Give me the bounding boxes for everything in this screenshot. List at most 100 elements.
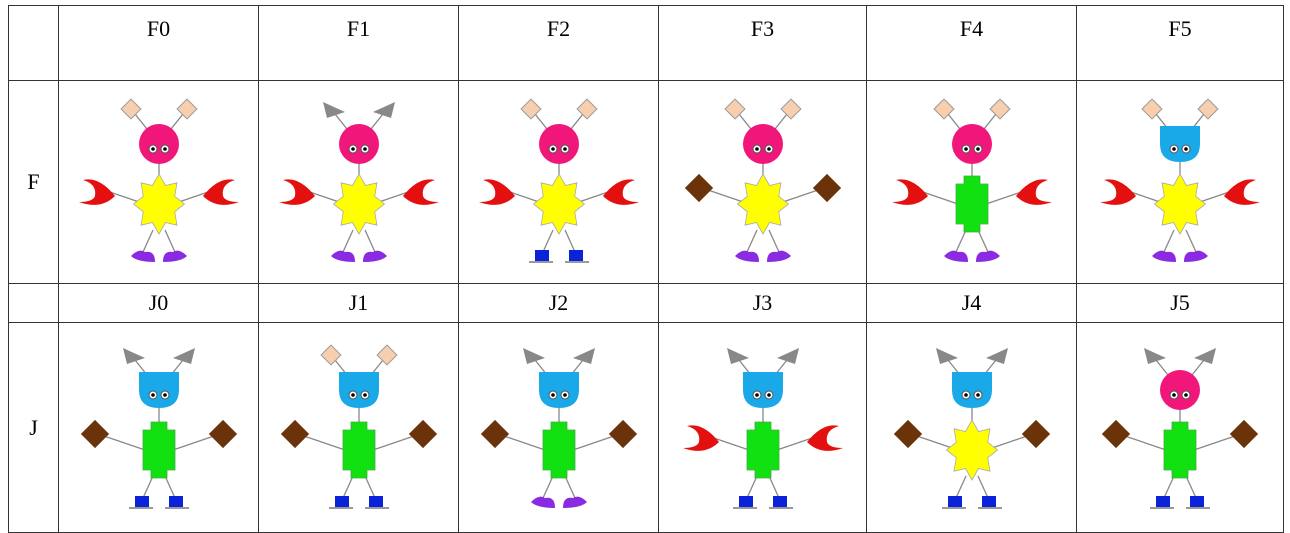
figure-part bbox=[1172, 147, 1176, 151]
figure bbox=[684, 98, 841, 262]
figure-part bbox=[766, 250, 791, 262]
figure-part bbox=[363, 475, 376, 498]
figure-part bbox=[330, 250, 355, 262]
figure-part bbox=[141, 229, 154, 253]
figure-cell bbox=[658, 322, 867, 533]
figure-part bbox=[163, 475, 176, 498]
figure bbox=[682, 347, 843, 508]
figure-part bbox=[1185, 229, 1197, 253]
column-header: F0 bbox=[58, 5, 259, 81]
figure-part bbox=[806, 424, 843, 451]
figure-part bbox=[1163, 475, 1175, 498]
figure-part bbox=[1229, 419, 1259, 448]
figure-part bbox=[538, 124, 579, 164]
figure-part bbox=[985, 347, 1008, 364]
figure-part bbox=[350, 392, 355, 397]
figure-cell bbox=[866, 80, 1077, 284]
figure bbox=[891, 98, 1052, 262]
figure-part bbox=[80, 419, 109, 448]
figure-cell bbox=[658, 80, 867, 284]
figure-row: J bbox=[8, 322, 1284, 533]
figure-part bbox=[1172, 392, 1176, 397]
figure-part bbox=[162, 147, 167, 151]
figure-part bbox=[932, 98, 955, 120]
figure-cell bbox=[58, 80, 259, 284]
figure-part bbox=[408, 419, 437, 448]
figure bbox=[480, 347, 637, 508]
figure bbox=[1100, 98, 1260, 262]
figure-part bbox=[954, 475, 967, 498]
figure-part bbox=[1184, 392, 1188, 397]
page: F0 F1 F2 F3 F4 F5 F J0 J1 J2 J3 J4 J5 J … bbox=[8, 5, 1284, 533]
figure-part bbox=[530, 496, 555, 508]
figure-part bbox=[746, 421, 779, 478]
figure-cell bbox=[1076, 80, 1284, 284]
figure-cell bbox=[458, 322, 659, 533]
figure-part bbox=[975, 250, 1000, 262]
figure-part bbox=[162, 392, 167, 397]
figure-part bbox=[402, 179, 439, 205]
figure-part bbox=[319, 343, 342, 366]
figure-part bbox=[175, 98, 198, 120]
figure-part bbox=[608, 419, 637, 448]
figure-part bbox=[1224, 179, 1260, 205]
figure-part bbox=[572, 347, 595, 364]
figure-part bbox=[562, 147, 567, 151]
header-row: F0 F1 F2 F3 F4 F5 bbox=[8, 5, 1284, 81]
figure-part bbox=[1194, 347, 1216, 364]
figure bbox=[80, 347, 237, 508]
figure-part bbox=[119, 98, 142, 120]
figure-part bbox=[168, 495, 183, 507]
figure-part bbox=[935, 347, 958, 364]
figure-part bbox=[988, 98, 1011, 120]
figure-part bbox=[779, 98, 802, 120]
figure bbox=[280, 343, 437, 508]
figure-part bbox=[341, 475, 354, 498]
row-label: F bbox=[8, 80, 59, 284]
figure-part bbox=[1160, 369, 1200, 410]
figure-part bbox=[602, 179, 639, 205]
figure-part bbox=[332, 173, 385, 235]
figure-part bbox=[103, 434, 145, 451]
figure-part bbox=[684, 173, 713, 203]
figure-part bbox=[772, 495, 787, 507]
figure-part bbox=[522, 347, 545, 364]
figure-part bbox=[563, 475, 576, 498]
figure-part bbox=[368, 495, 383, 507]
figure-part bbox=[163, 229, 176, 253]
figure-part bbox=[1185, 475, 1197, 498]
figure-part bbox=[776, 347, 799, 364]
figure-part bbox=[1184, 147, 1188, 151]
figure-part bbox=[1153, 173, 1207, 235]
figure-cell bbox=[258, 322, 459, 533]
figure-part bbox=[945, 418, 998, 481]
figure-part bbox=[1193, 434, 1236, 451]
figure-part bbox=[162, 250, 187, 262]
figure-part bbox=[338, 124, 379, 164]
figure-part bbox=[766, 147, 771, 151]
figure-part bbox=[538, 371, 579, 408]
figure-part bbox=[745, 229, 758, 253]
figure-part bbox=[338, 371, 379, 408]
figure-part bbox=[975, 392, 980, 397]
figure-part bbox=[981, 495, 996, 507]
figure-part bbox=[742, 124, 783, 164]
figure-part bbox=[208, 419, 237, 448]
figure bbox=[78, 98, 239, 262]
column-header: F2 bbox=[458, 5, 659, 81]
figure-part bbox=[372, 102, 395, 118]
figure-part bbox=[362, 147, 367, 151]
figure bbox=[893, 347, 1050, 508]
figure-part bbox=[138, 371, 179, 408]
figure-part bbox=[1163, 421, 1197, 478]
figure-part bbox=[372, 434, 414, 451]
figure-part bbox=[172, 347, 195, 364]
figure-part bbox=[519, 98, 542, 120]
figure-part bbox=[1100, 179, 1136, 205]
figure-part bbox=[572, 434, 614, 451]
figure-part bbox=[550, 147, 555, 151]
figure-part bbox=[976, 229, 989, 253]
figure-part bbox=[362, 250, 387, 262]
figure-part bbox=[723, 98, 746, 120]
corner-cell bbox=[8, 5, 59, 81]
